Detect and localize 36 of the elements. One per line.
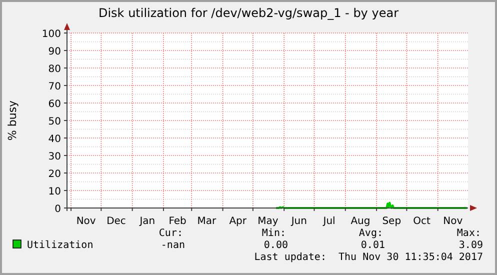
y-tick-label: 10 [48, 186, 61, 198]
y-tick-label: 70 [48, 82, 61, 92]
text: Cur: [158, 228, 183, 239]
text: Avg: [358, 228, 383, 239]
text: -nan [160, 240, 185, 251]
x-tick-label: Dec [106, 216, 126, 227]
y-tick-label: 20 [48, 169, 61, 180]
x-tick-label: Nov [443, 216, 463, 227]
chart-title: Disk utilization for /dev/web2-vg/swap_1 - by year [98, 6, 399, 20]
y-tick-label: 30 [48, 152, 61, 162]
y-tick-label: 50 [48, 116, 61, 128]
x-tick-label: Mar [197, 216, 218, 227]
x-tick-label: Nov [76, 216, 96, 227]
text: 0.00 [264, 240, 288, 251]
x-tick-label: Feb [168, 216, 186, 227]
y-tick-label: 40 [48, 134, 61, 145]
y-tick-label: 80 [48, 64, 61, 75]
text: Max: [456, 228, 481, 239]
text: 0.01 [360, 240, 385, 251]
x-tick-label: May [258, 216, 278, 227]
x-tick-label: Apr [229, 216, 248, 227]
y-tick-label: 60 [48, 99, 61, 110]
y-tick-label: 100 [42, 29, 61, 40]
y-axis-title: % busy [6, 100, 19, 141]
x-tick-label: Aug [350, 216, 370, 227]
legend-label: Utilization [27, 240, 94, 251]
text: Last update: Thu Nov 30 11:35:04 2017 [254, 252, 483, 263]
x-tick-label: Jan [138, 216, 156, 227]
x-tick-label: Jul [322, 216, 336, 227]
text: 3.09 [458, 240, 483, 251]
x-tick-label: Sep [382, 216, 402, 227]
y-tick-label: 90 [48, 46, 61, 58]
x-tick-label: Jun [290, 216, 307, 227]
y-tick-label: 0 [54, 204, 61, 215]
x-tick-label: Oct [413, 216, 430, 227]
text: Min: [262, 228, 286, 239]
